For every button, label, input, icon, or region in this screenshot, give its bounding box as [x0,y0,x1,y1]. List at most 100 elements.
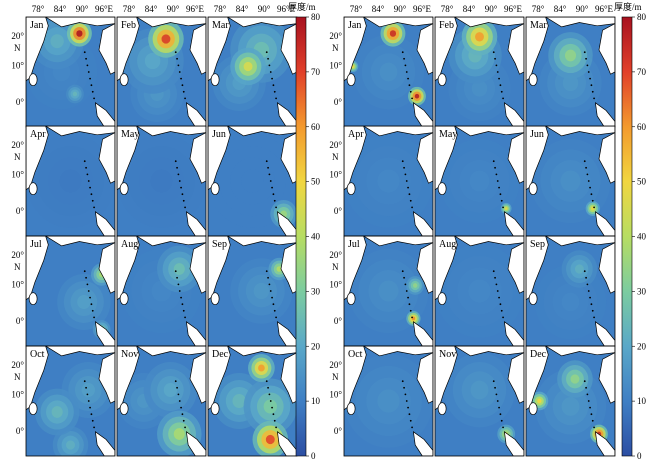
island-dot [268,173,271,176]
month-panel-may: May [434,125,525,237]
lat-unit-label: N [332,372,339,382]
lon-tick-label: 84° [554,4,567,14]
island-dot [180,186,182,189]
island-dot [90,413,93,416]
island-dot [271,186,273,189]
island-dot [83,51,86,54]
colorbar-tick-label: 60 [637,122,647,132]
myanmar-landmass [416,23,433,75]
colorbar-tick-label: 10 [311,396,321,406]
bangladesh-coast [453,236,524,247]
india-landmass [344,346,367,411]
lat-tick-label: 20° [11,31,24,41]
lat-tick-label: 10° [329,170,342,180]
thickness-field [539,32,602,116]
thickness-blob [243,61,253,72]
thickness-field [26,17,98,110]
month-label: Jan [348,20,361,31]
colorbar-tick-label: 30 [637,286,647,296]
month-panel-dec: Dec [525,345,616,457]
thickness-blob [51,406,63,418]
sri-lanka-island [28,292,38,306]
island-dot [86,393,89,396]
island-dot [181,303,184,306]
month-label: Dec [530,349,547,360]
bangladesh-coast [44,17,115,28]
island-dot [275,316,277,319]
month-panel-jan: Jan 20° 10° 0° N [11,16,116,128]
lat-unit-label: N [14,262,21,272]
lat-tick-label: 10° [11,61,24,71]
island-dot [178,180,181,182]
lon-tick-label: 84° [463,4,476,14]
sumatra-landmass [185,321,206,346]
sumatra-landmass [412,211,433,236]
island-dot [85,386,87,389]
island-dot [174,160,177,163]
lat-unit-label: N [332,262,339,272]
lon-tick-label: 78° [123,4,136,14]
lat-tick-label: 10° [329,280,342,290]
island-dot [87,180,90,182]
india-landmass [526,236,549,301]
island-dot [593,316,595,319]
colorbar-tick-label: 40 [637,232,647,242]
island-dot [181,193,184,196]
sumatra-landmass [185,431,206,456]
lat-tick-label: 20° [11,140,24,150]
island-dot [591,199,594,202]
month-panel-jun: Jun [525,125,616,237]
panel-frame [525,345,616,457]
month-panel-mar: Mar [207,16,298,128]
island-dot [83,380,86,383]
island-dot [499,84,502,87]
thickness-blob [412,283,418,288]
lat-tick-label: 10° [11,280,24,290]
island-dot [271,296,273,299]
month-label: Sep [530,239,545,250]
thickness-blob [258,364,265,372]
lat-tick-label: 0° [334,97,343,107]
colorbar-tick-label: 10 [637,396,647,406]
sri-lanka-island [28,73,38,87]
sri-lanka-island [528,182,538,196]
island-dot [89,406,91,409]
island-dot [176,386,178,389]
colorbar-gradient [295,16,307,457]
month-panel-dec: Dec [207,345,298,457]
island-dot [586,283,589,286]
island-dot [182,199,185,202]
lon-tick-label: 84° [54,4,67,14]
island-dot [587,290,590,292]
month-panel-sep: Sep [525,235,616,347]
sri-lanka-island [119,182,129,196]
month-panel-mar: Mar [525,16,616,128]
colorbar-tick-label: 70 [311,67,321,77]
thickness-blob [574,264,584,274]
lat-unit-label: N [14,152,21,162]
myanmar-landmass [98,242,115,294]
bangladesh-coast [135,236,206,247]
myanmar-landmass [507,23,524,75]
map-group-right: 78° 78° 78° 84° 84° 84° 90° 90° 90° 96°E 96°E 96°E J… [329,1,646,461]
island-dot [409,309,412,312]
island-dot [587,180,590,182]
island-dot [265,160,268,163]
island-dot [499,413,502,416]
island-dot [409,90,412,93]
month-label: Feb [439,20,454,31]
island-dot [411,426,413,429]
bangladesh-coast [544,126,615,137]
island-dot [585,57,587,60]
island-dot [498,296,500,299]
thickness-blob [377,389,400,413]
month-panel-may: May [116,125,207,237]
sumatra-landmass [276,321,297,346]
sri-lanka-island [28,182,38,196]
thickness-blob [377,169,400,193]
myanmar-landmass [280,242,297,294]
india-landmass [117,236,140,301]
thickness-blob [470,380,489,400]
month-label: Oct [348,349,363,360]
sri-lanka-island [346,73,356,87]
